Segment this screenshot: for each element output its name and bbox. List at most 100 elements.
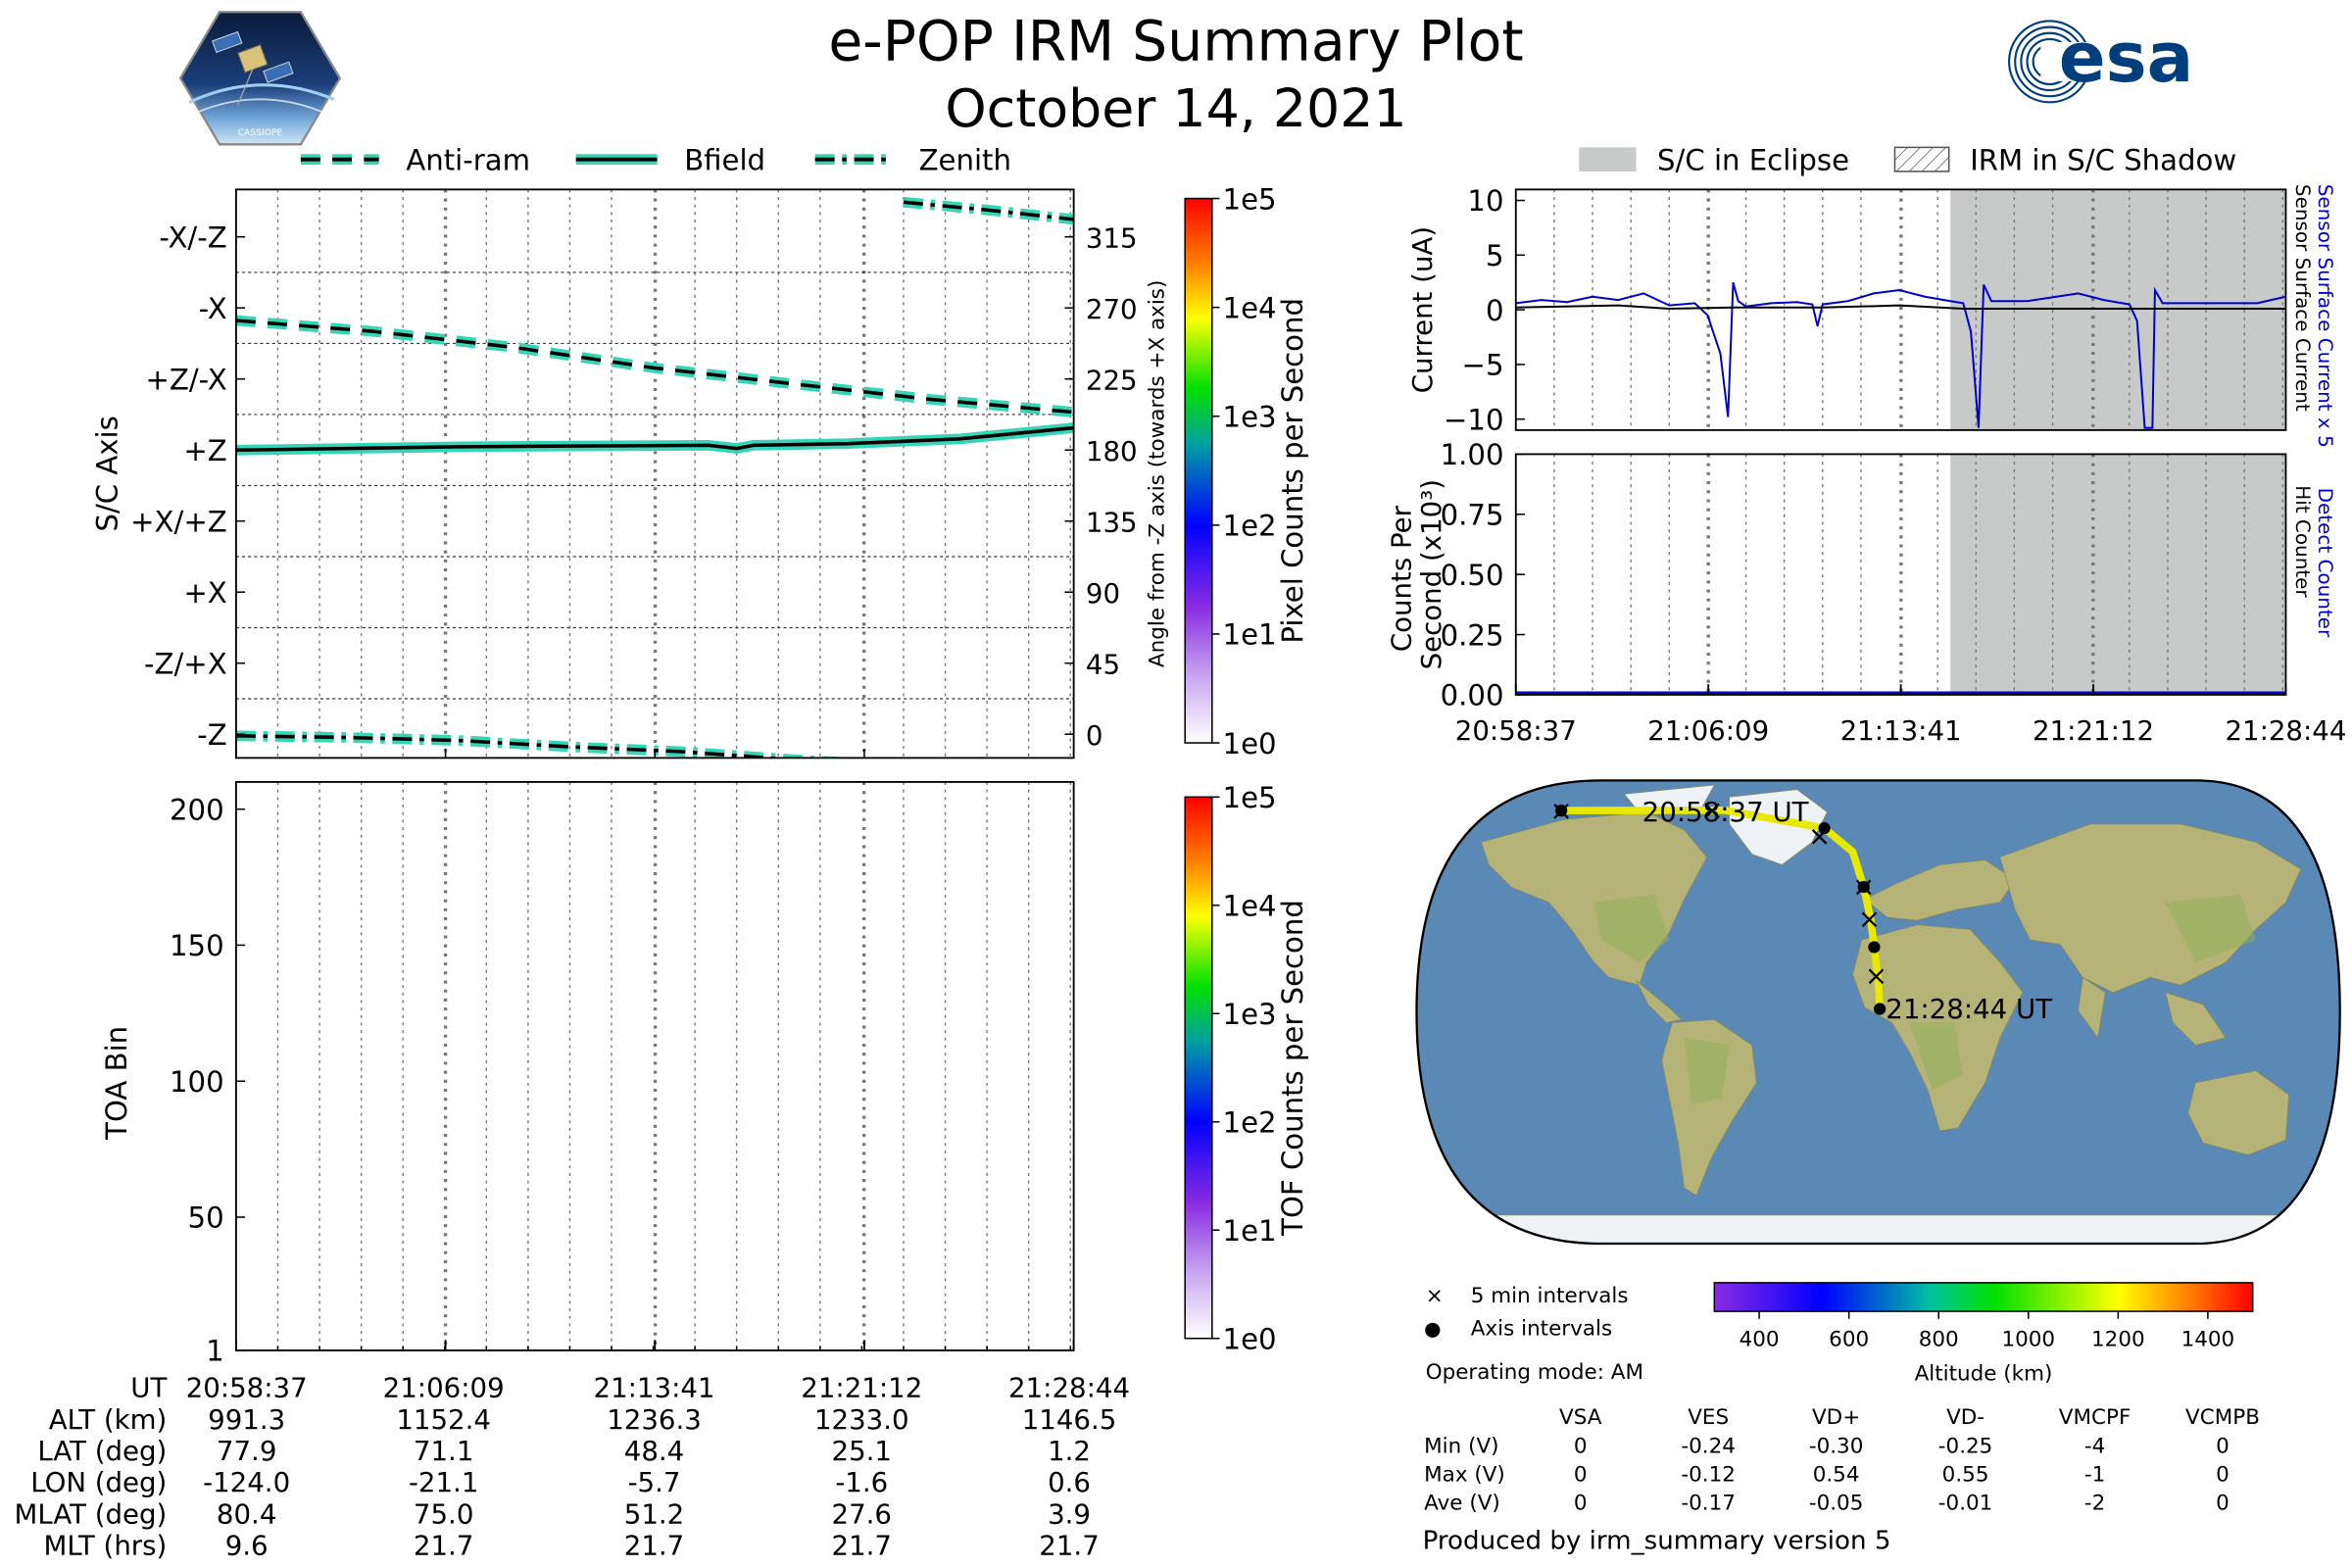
voltage-cell: -0.24: [1681, 1434, 1736, 1458]
ephem-cell: 25.1: [832, 1435, 892, 1467]
sc-axis-left-ticks: -X/-Z -X +Z/-X +Z +X/+Z +X -Z/+X -Z: [130, 220, 1075, 759]
pixel-colorbar-tick-label: 1e3: [1223, 400, 1277, 433]
voltage-cell: -0.17: [1681, 1492, 1736, 1516]
pixel-colorbar-tick-label: 1e4: [1223, 291, 1277, 324]
ephem-row-label: MLAT (deg): [15, 1497, 168, 1530]
ephem-row-label: LAT (deg): [37, 1435, 167, 1467]
axis-interval-dot: [1818, 821, 1831, 835]
sc-left-tick-label: -Z: [197, 718, 226, 752]
ephem-cell: 21:06:09: [383, 1372, 505, 1404]
sc-right-tick-label: 315: [1086, 221, 1138, 254]
tof-colorbar-ticks: 1e5 1e4 1e3 1e2 1e1 1e0: [1211, 781, 1277, 1355]
current-right-label-black: Sensor Surface Current: [2291, 184, 2315, 412]
sc-right-tick-label: 180: [1086, 435, 1138, 467]
sc-left-tick-label: +X: [183, 576, 226, 610]
ephem-row-label: UT: [130, 1372, 167, 1404]
counts-eclipse-region: [1950, 454, 2286, 695]
ephem-cell: 991.3: [208, 1403, 285, 1436]
legend-cross-icon: ×: [1426, 1284, 1444, 1308]
sc-legend: Anti-ram Bfield Zenith: [300, 143, 1011, 176]
voltage-cell: -0.01: [1938, 1492, 1993, 1516]
voltage-cell: 0: [1574, 1434, 1588, 1458]
voltage-cell: -0.25: [1938, 1434, 1993, 1458]
esa-logo: esa: [2008, 17, 2193, 104]
counts-ylabel: Counts Per Second (x10³): [1385, 479, 1447, 669]
ephem-row-label: MLT (hrs): [44, 1530, 168, 1562]
ephem-cell: -21.1: [409, 1466, 478, 1498]
current-series: [1515, 281, 2286, 429]
altitude-tick-label: 400: [1740, 1327, 1780, 1351]
ephem-cell: 27.6: [832, 1497, 892, 1530]
pixel-colorbar-tick-label: 1e0: [1223, 727, 1277, 760]
legend-axis-intervals: Axis intervals: [1471, 1317, 1612, 1342]
tof-colorbar-tick-label: 1e4: [1223, 890, 1277, 923]
tof-colorbar-tick-label: 1e2: [1223, 1105, 1277, 1139]
altitude-colorbar-ticks: 400 600 800 1000 1200 1400: [1740, 1311, 2234, 1351]
sc-right-tick-label: 90: [1086, 577, 1120, 610]
axis-interval-dot: [1857, 880, 1870, 894]
ephem-cell: 21:28:44: [1008, 1372, 1130, 1404]
voltage-header: VD+: [1812, 1405, 1860, 1430]
sc-series-anti-ram: [235, 318, 1074, 415]
operating-mode: Operating mode: AM: [1426, 1360, 1643, 1385]
altitude-tick-label: 1200: [2091, 1327, 2145, 1351]
voltage-cell: 0.54: [1813, 1462, 1860, 1487]
legend-dot-icon: ●: [1424, 1317, 1441, 1341]
voltage-cell: 0: [1574, 1462, 1588, 1487]
sc-left-tick-label: -Z/+X: [144, 647, 227, 680]
ephem-cell: 0.6: [1048, 1466, 1091, 1498]
voltage-cell: 0: [2216, 1492, 2230, 1516]
ephem-cell: 3.9: [1048, 1497, 1091, 1530]
legend-5min: 5 min intervals: [1471, 1284, 1629, 1308]
voltage-cell: -0.12: [1681, 1462, 1736, 1487]
page-title: e-POP IRM Summary Plot: [828, 9, 1524, 74]
toa-y-tick-label: 50: [188, 1201, 224, 1235]
current-ticks: 10 5 0 −5 −10: [1444, 184, 1525, 436]
toa-grid: [276, 781, 1071, 1350]
voltage-row-label: Min (V): [1424, 1434, 1498, 1458]
counts-ylabel-line2: Second (x10³): [1415, 479, 1447, 669]
ephem-cell: 1236.3: [607, 1403, 702, 1436]
ephem-cell: 1146.5: [1022, 1403, 1117, 1436]
sc-right-tick-label: 225: [1086, 364, 1138, 396]
sc-right-tick-label: 135: [1086, 506, 1138, 538]
pixel-colorbar-tick-label: 1e2: [1223, 510, 1277, 543]
counts-x-tick-label: 21:21:12: [2033, 714, 2154, 747]
tof-colorbar-tick-label: 1e5: [1223, 781, 1277, 814]
current-ylabel: Current (uA): [1406, 226, 1439, 393]
ephem-row-label: ALT (km): [49, 1403, 168, 1436]
voltage-row-label: Ave (V): [1424, 1492, 1500, 1516]
ephem-cell: 20:58:37: [186, 1372, 308, 1404]
legend-antiram: Anti-ram: [406, 143, 530, 176]
counts-y-tick-label: 1.00: [1441, 438, 1504, 471]
voltage-header: VCMPB: [2185, 1405, 2260, 1430]
voltage-cell: -2: [2084, 1492, 2105, 1516]
ephemeris-table: UT 20:58:37 21:06:09 21:13:41 21:21:12 21:28:…: [15, 1372, 1131, 1562]
ephem-cell: 21.7: [832, 1530, 892, 1562]
ephem-cell: 1152.4: [396, 1403, 491, 1436]
track-end-label: 21:28:44 UT: [1886, 993, 2052, 1025]
altitude-colorbar: [1713, 1282, 2254, 1312]
voltage-cell: 0: [2216, 1462, 2230, 1487]
toa-y-tick-label: 100: [170, 1065, 224, 1099]
current-y-tick-label: 0: [1486, 294, 1504, 327]
altitude-tick-label: 1000: [2001, 1327, 2055, 1351]
toa-y-tick-label: 1: [206, 1335, 224, 1368]
voltage-table: VSA VES VD+ VD- VMCPF VCMPB Min (V) 0 -0.24 -0.30…: [1424, 1405, 2260, 1515]
footer-text: Produced by irm_summary version 5: [1422, 1526, 1891, 1557]
current-right-label-blue: Sensor Surface Current x 5: [2314, 184, 2337, 448]
ephem-cell: 77.9: [217, 1435, 276, 1467]
counts-x-tick-label: 21:06:09: [1647, 714, 1769, 747]
axis-interval-dot: [1874, 1003, 1886, 1015]
toa-y-tick-label: 200: [170, 793, 224, 826]
counts-y-tick-label: 0.75: [1441, 499, 1504, 532]
ephem-cell: 9.6: [225, 1530, 269, 1562]
ephem-cell: 75.0: [414, 1497, 473, 1530]
voltage-cell: 0: [2216, 1434, 2230, 1458]
cassiope-logo: CASSIOPE: [178, 11, 342, 146]
eclipse-legend: S/C in Eclipse IRM in S/C Shadow: [1579, 143, 2236, 176]
sc-axis-grid: [235, 189, 1074, 759]
orbit-track: ××××××: [1550, 794, 1887, 1015]
tof-colorbar-label: TOF Counts per Second: [1276, 900, 1309, 1237]
